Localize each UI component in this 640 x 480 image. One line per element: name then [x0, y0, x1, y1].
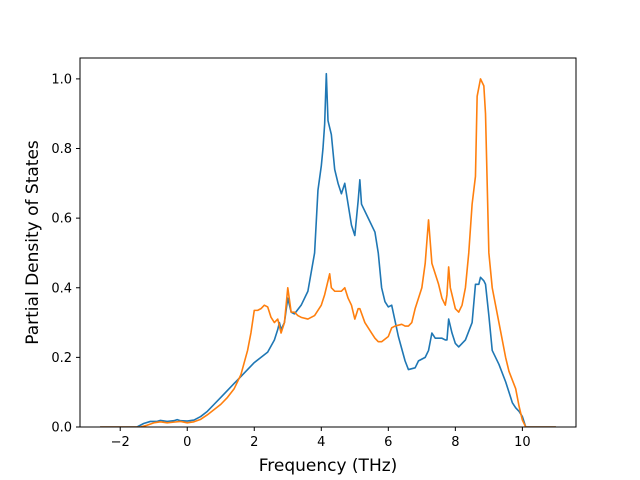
x-tick-label: −2	[111, 435, 130, 450]
x-tick-label: 2	[250, 435, 258, 450]
y-tick-label: 1.0	[51, 72, 72, 87]
x-tick-label: 0	[183, 435, 191, 450]
y-tick-label: 0.6	[51, 212, 72, 227]
series-line-2	[100, 78, 556, 427]
y-axis-label: Partial Density of States	[23, 140, 43, 345]
axes-frame	[79, 57, 577, 428]
y-tick-label: 0.8	[51, 142, 72, 157]
x-tick-label: 8	[451, 435, 459, 450]
series-line-1	[100, 72, 556, 427]
x-axis: −2 0 2 4 6 8 10	[111, 427, 531, 450]
x-tick-label: 6	[384, 435, 392, 450]
series-layer	[100, 72, 556, 427]
y-axis: 0.0 0.2 0.4 0.6 0.8 1.0	[51, 72, 80, 436]
y-tick-label: 0.2	[51, 351, 72, 366]
y-tick-label: 0.0	[51, 421, 72, 436]
x-tick-label: 10	[514, 435, 531, 450]
x-tick-label: 4	[317, 435, 325, 450]
x-axis-label: Frequency (THz)	[259, 456, 398, 476]
y-tick-label: 0.4	[51, 281, 72, 296]
